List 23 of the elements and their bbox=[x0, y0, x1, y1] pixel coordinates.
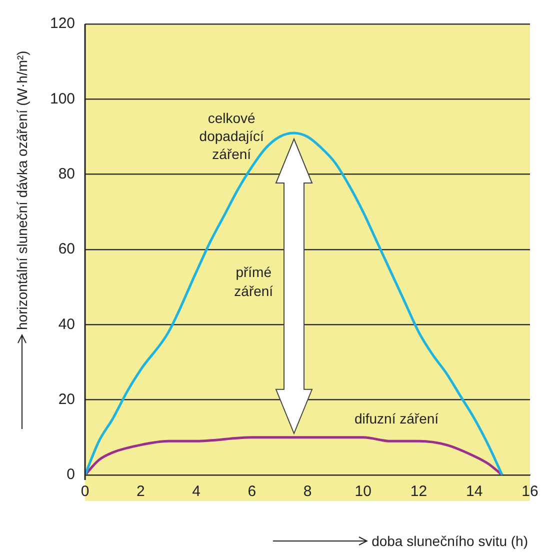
series-label: difuzní záření bbox=[354, 410, 439, 426]
x-tick-label: 4 bbox=[192, 483, 200, 500]
y-tick-label: 40 bbox=[58, 316, 76, 333]
y-tick-label: 60 bbox=[58, 240, 76, 258]
series-label: celkové dopadající záření bbox=[199, 110, 264, 162]
x-tick-label: 0 bbox=[80, 483, 90, 500]
line-series bbox=[85, 132, 504, 475]
y-tick-label: 100 bbox=[50, 90, 76, 108]
x-tick-label: 8 bbox=[303, 483, 312, 500]
x-tick-label: 14 bbox=[466, 483, 483, 500]
y-tick-label: 0 bbox=[66, 466, 76, 484]
y-tick-label: 80 bbox=[58, 165, 76, 182]
x-tick-label: 12 bbox=[410, 483, 428, 500]
y-tick-label: 20 bbox=[58, 390, 76, 408]
line-series bbox=[85, 436, 504, 475]
y-tick-label: 120 bbox=[50, 15, 76, 32]
y-axis-title: horizontální sluneční dávka ozáření (W·h/m²) bbox=[14, 50, 30, 330]
annotation: přímé záření bbox=[234, 264, 274, 300]
x-tick-label: 2 bbox=[136, 483, 145, 500]
x-tick-label: 10 bbox=[354, 483, 372, 500]
x-tick-label: 16 bbox=[522, 483, 538, 500]
x-axis-title: doba slunečního svitu (h) bbox=[372, 533, 528, 549]
x-tick-label: 6 bbox=[248, 483, 256, 500]
